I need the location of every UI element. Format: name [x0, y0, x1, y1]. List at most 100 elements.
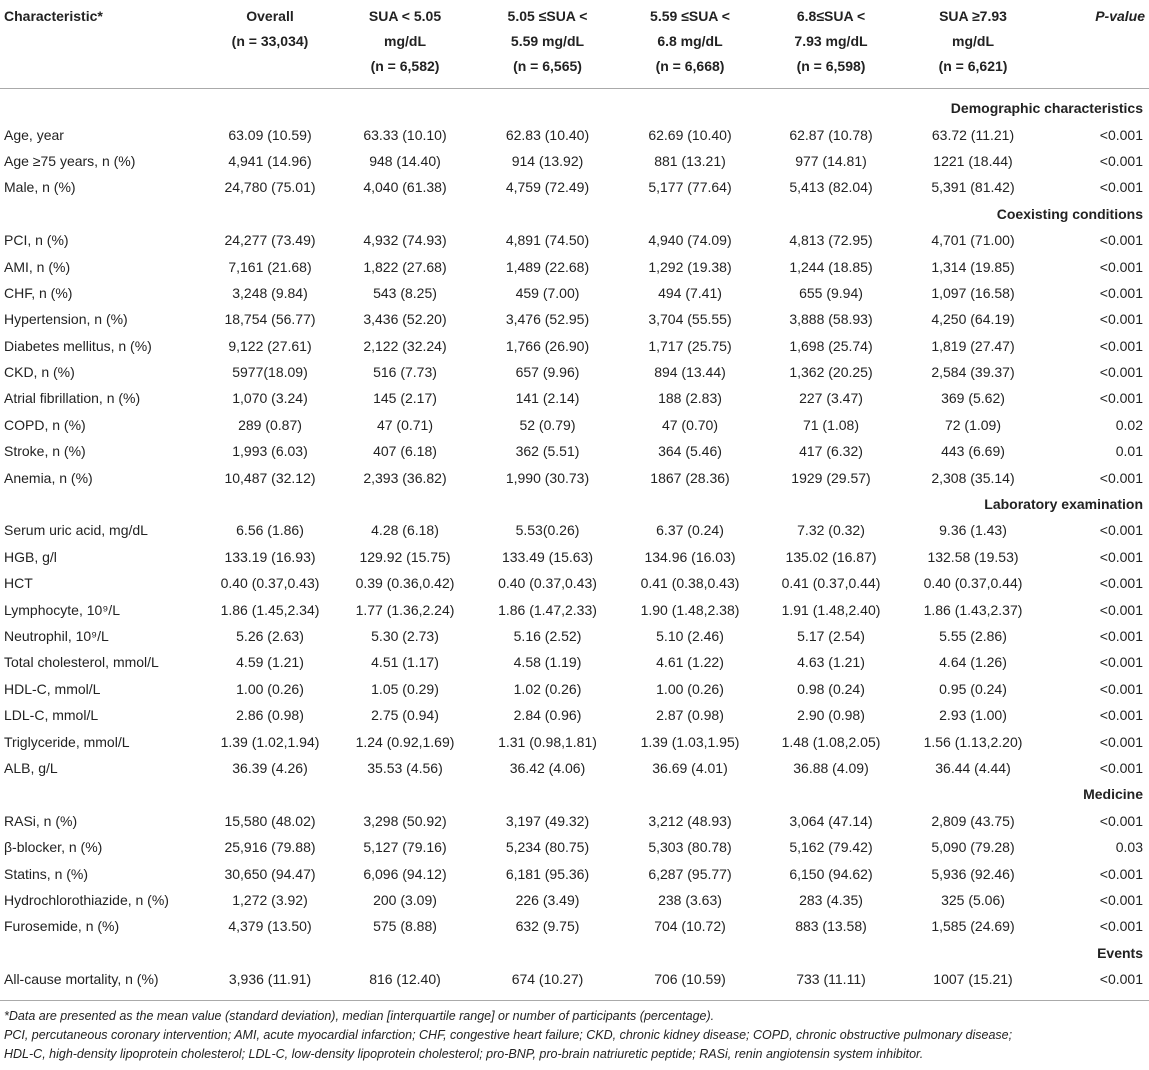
- cell: 2.75 (0.94): [371, 707, 439, 724]
- cell: 2,584 (39.37): [931, 364, 1015, 381]
- cell: 5,127 (79.16): [363, 839, 447, 856]
- cell: 36.39 (4.26): [232, 759, 308, 776]
- cell: 200 (3.09): [373, 891, 437, 908]
- cell: 1,097 (16.58): [931, 284, 1015, 301]
- data-row: Serum uric acid, mg/dL 6.56 (1.86) 4.28 (6…: [0, 517, 1149, 543]
- cell: 7,161 (21.68): [228, 258, 312, 275]
- row-label: LDL-C, mmol/L: [4, 707, 99, 724]
- data-row: Hydrochlorothiazide, n (%) 1,272 (3.92) 20…: [0, 887, 1149, 913]
- cell: 4,759 (72.49): [505, 179, 590, 196]
- row-label: Age, year: [4, 126, 64, 143]
- section-title: Medicine: [1083, 786, 1143, 803]
- cell: 5,090 (79.28): [931, 839, 1015, 856]
- data-row: Furosemide, n (%) 4,379 (13.50) 575 (8.88)…: [0, 913, 1149, 939]
- cell: 6,181 (95.36): [505, 865, 590, 882]
- footnote: *Data are presented as the mean value (s…: [4, 1009, 715, 1024]
- cell: 227 (3.47): [799, 390, 863, 407]
- footnote: HDL-C, high-density lipoprotein choleste…: [4, 1047, 924, 1062]
- cell: 10,487 (32.12): [224, 469, 316, 486]
- cell: 1.31 (0.98,1.81): [498, 733, 597, 750]
- cell: 1,314 (19.85): [931, 258, 1015, 275]
- cell: 325 (5.06): [941, 891, 1005, 908]
- row-label: HDL-C, mmol/L: [4, 680, 101, 697]
- cell: 25,916 (79.88): [224, 839, 316, 856]
- cell: 632 (9.75): [515, 918, 580, 935]
- cell: 5.17 (2.54): [797, 628, 865, 644]
- header-cell: SUA < 5.05 mg/dL (n = 6,582): [335, 0, 475, 89]
- row-label: CHF, n (%): [4, 284, 73, 301]
- data-row: RASi, n (%) 15,580 (48.02) 3,298 (50.92) 3,…: [0, 808, 1149, 834]
- cell: 894 (13.44): [654, 364, 726, 381]
- data-row: Hypertension, n (%) 18,754 (56.77) 3,436 (…: [0, 306, 1149, 332]
- cell: 0.02: [1115, 416, 1143, 433]
- section-title: Coexisting conditions: [996, 205, 1143, 222]
- cell: 133.49 (15.63): [501, 548, 594, 565]
- footnote: PCI, percutaneous coronary intervention;…: [4, 1028, 1013, 1043]
- data-row: Age ≥75 years, n (%) 4,941 (14.96) 948 (14…: [0, 148, 1149, 174]
- header-cell: Characteristic*: [0, 0, 205, 89]
- section-row: Demographic characteristics: [0, 89, 1149, 122]
- cell: 5.55 (2.86): [939, 628, 1007, 644]
- cell: 4,932 (74.93): [363, 232, 447, 249]
- cell: 2.87 (0.98): [656, 707, 724, 724]
- header-line: 5.05 ≤SUA <: [507, 8, 588, 24]
- cell: <0.001: [1099, 258, 1143, 275]
- cell: 948 (14.40): [369, 152, 441, 169]
- cell: 0.40 (0.37,0.43): [498, 575, 597, 592]
- cell: <0.001: [1099, 284, 1143, 301]
- header-cell: P-value: [1044, 0, 1149, 89]
- cell: 516 (7.73): [373, 364, 437, 381]
- cell: 3,704 (55.55): [648, 311, 732, 328]
- cell: 6,287 (95.77): [648, 865, 732, 882]
- data-row: HDL-C, mmol/L 1.00 (0.26) 1.05 (0.29) 1.02 …: [0, 676, 1149, 702]
- header-line: mg/dL: [384, 33, 426, 49]
- cell: <0.001: [1099, 311, 1143, 328]
- cell: 188 (2.83): [658, 390, 722, 407]
- data-row: HCT 0.40 (0.37,0.43) 0.39 (0.36,0.42) 0.40 …: [0, 570, 1149, 596]
- row-label: Stroke, n (%): [4, 443, 86, 460]
- section-title: Events: [1097, 944, 1143, 961]
- cell: 2.84 (0.96): [513, 707, 582, 724]
- cell: 4,891 (74.50): [505, 232, 590, 249]
- cell: 4,701 (71.00): [931, 232, 1015, 249]
- cell: 1.39 (1.03,1.95): [640, 733, 740, 750]
- header-line: 7.93 mg/dL: [794, 33, 868, 49]
- cell: 5,936 (92.46): [931, 865, 1015, 882]
- cell: 883 (13.58): [795, 918, 867, 935]
- cell: 369 (5.62): [941, 390, 1005, 407]
- cell: 914 (13.92): [511, 152, 584, 169]
- cell: 6.56 (1.86): [236, 522, 304, 539]
- cell: 30,650 (94.47): [224, 865, 316, 882]
- cell: <0.001: [1099, 812, 1143, 829]
- cell: 71 (1.08): [802, 416, 860, 433]
- data-row: Total cholesterol, mmol/L 4.59 (1.21) 4.51…: [0, 649, 1149, 675]
- cell: 24,780 (75.01): [224, 179, 316, 196]
- cell: 63.72 (11.21): [931, 126, 1015, 143]
- cell: <0.001: [1099, 971, 1143, 988]
- cell: <0.001: [1099, 179, 1143, 196]
- data-row: Stroke, n (%) 1,993 (6.03) 407 (6.18) 362 (…: [0, 438, 1149, 464]
- cell: 1,244 (18.85): [789, 258, 873, 275]
- cell: 36.69 (4.01): [652, 759, 728, 776]
- cell: 4.51 (1.17): [371, 654, 439, 671]
- cell: 5,234 (80.75): [505, 839, 590, 856]
- cell: 226 (3.49): [515, 891, 580, 908]
- cell: 4.63 (1.21): [797, 654, 865, 671]
- cell: 655 (9.94): [799, 284, 863, 301]
- cell: 3,936 (11.91): [228, 971, 312, 988]
- section-row: Laboratory examination: [0, 491, 1149, 517]
- row-label: Age ≥75 years, n (%): [4, 152, 136, 169]
- data-row: CHF, n (%) 3,248 (9.84) 543 (8.25) 459 (7.0…: [0, 280, 1149, 306]
- cell: <0.001: [1099, 364, 1143, 381]
- cell: 3,476 (52.95): [505, 311, 590, 328]
- cell: 5,391 (81.42): [931, 179, 1015, 196]
- cell: 0.01: [1115, 443, 1143, 460]
- cell: 5.30 (2.73): [371, 628, 439, 644]
- header-line: (n = 6,565): [513, 58, 582, 74]
- cell: 1221 (18.44): [933, 152, 1013, 169]
- cell: <0.001: [1099, 469, 1143, 486]
- cell: 134.96 (16.03): [644, 548, 736, 565]
- header-line: SUA < 5.05: [368, 8, 442, 24]
- cell: 704 (10.72): [654, 918, 726, 935]
